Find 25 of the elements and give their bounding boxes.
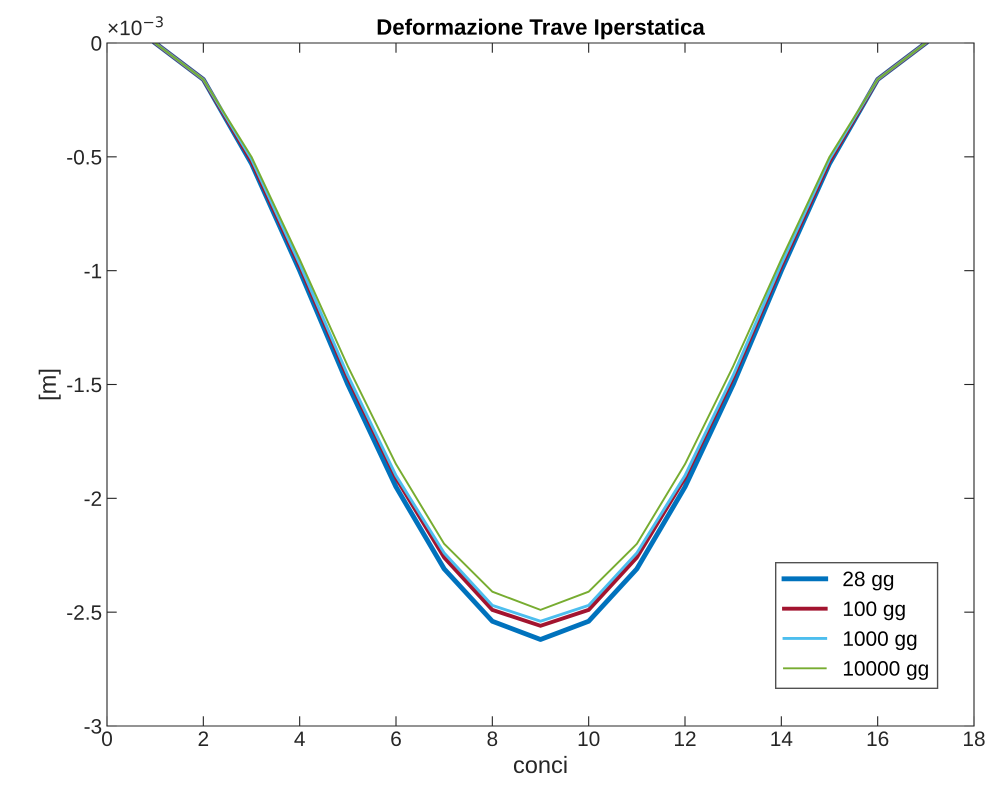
y-tick-label: -2 — [84, 491, 102, 506]
y-tick-label: -3 — [84, 719, 102, 734]
y-tick-label: 0 — [91, 36, 102, 51]
x-tick-label: 4 — [294, 732, 305, 746]
y-tick-label: -2.5 — [67, 605, 102, 620]
text: ×10$^{−3}$ — [108, 16, 163, 36]
legend-label: 28 gg — [843, 572, 894, 590]
x-tick-label: 12 — [675, 731, 696, 746]
y-tick-label: -0.5 — [67, 150, 102, 165]
x-tick-label: 2 — [198, 731, 208, 746]
y-axis-title: [m] — [38, 370, 61, 400]
x-tick-label: 8 — [487, 731, 498, 746]
x-tick-label: 18 — [964, 731, 985, 746]
legend-label: 100 gg — [844, 601, 905, 620]
x-tick-label: 6 — [391, 731, 401, 746]
legend-label: 1000 gg — [844, 631, 916, 650]
x-tick-label: 14 — [771, 732, 792, 746]
y-tick-label: -1.5 — [67, 378, 102, 392]
x-tick-label: 10 — [578, 731, 600, 746]
chart-title: Deformazione Trave Iperstatica — [378, 18, 705, 40]
x-tick-label: 16 — [868, 731, 888, 746]
y-tick-label: -1 — [84, 264, 102, 278]
legend-label: 10000 gg — [844, 661, 928, 680]
x-axis-title: conci — [514, 756, 566, 774]
x-tick-label: 0 — [102, 731, 112, 746]
